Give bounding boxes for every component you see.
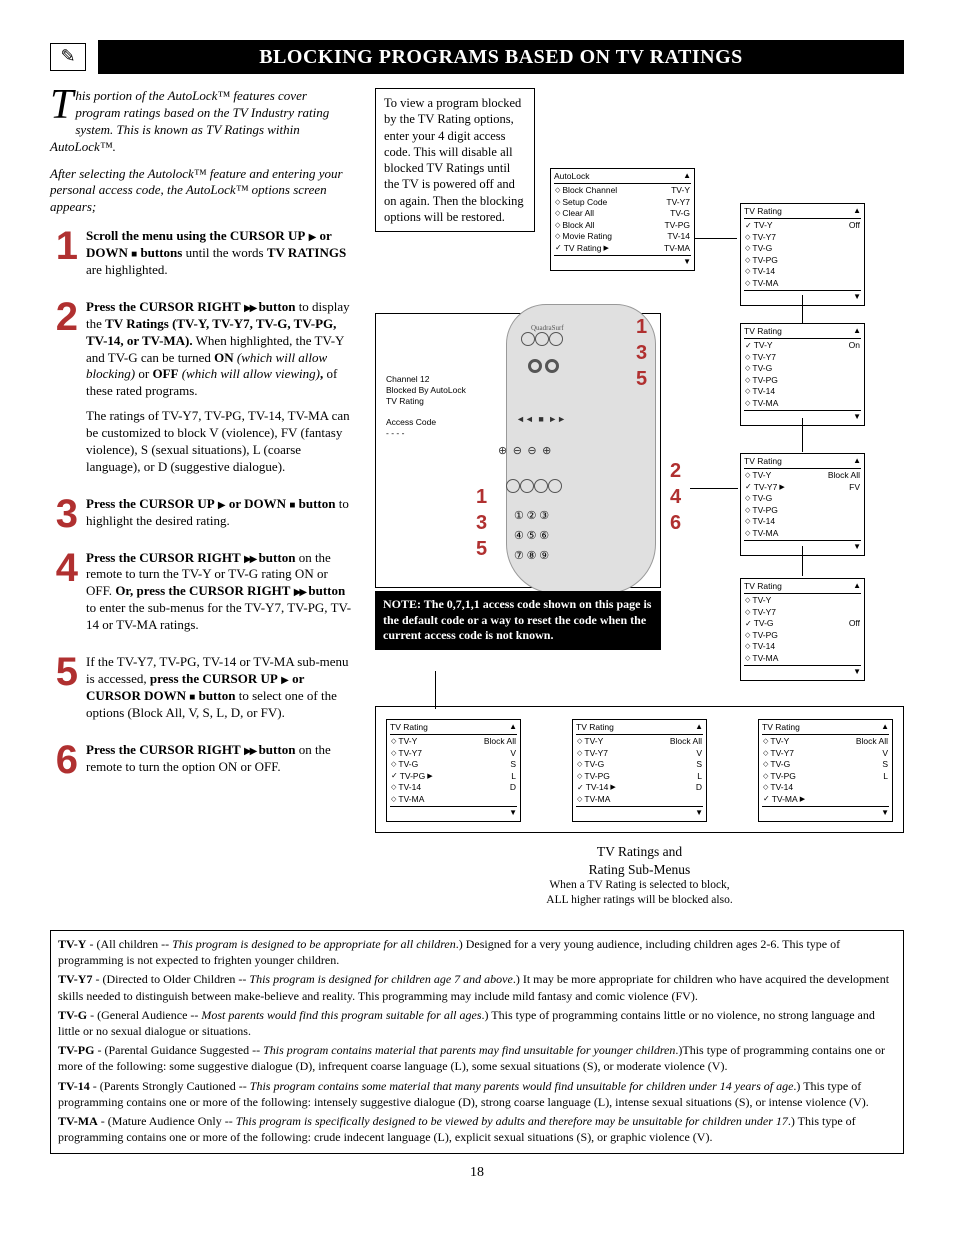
osd-channel: Channel 12 [386,374,466,385]
osd-dashes: - - - - [386,428,466,439]
tv-rating-panel-on: TV Rating▲✓ TV-YOn◇ TV-Y7◇ TV-G◇ TV-PG◇ … [740,323,865,426]
osd-access-code: Access Code [386,417,466,428]
diagram-step-2: 2 [670,458,681,484]
submenu-caption: TV Ratings and Rating Sub-Menus When a T… [375,843,904,908]
step-body: If the TV-Y7, TV-PG, TV-14 or TV-MA sub-… [86,654,355,730]
osd-blocked: Blocked By AutoLock [386,385,466,396]
step-body: Press the CURSOR RIGHT button to display… [86,299,355,484]
tv-rating-panel-off: TV Rating▲✓ TV-YOff◇ TV-Y7◇ TV-G◇ TV-PG◇… [740,203,865,306]
left-column: This portion of the AutoLock™ features c… [50,88,355,908]
diagram-step-3: 3 [476,510,487,536]
osd-rating: TV Rating [386,396,466,407]
note-box: NOTE: The 0,7,1,1 access code shown on t… [375,591,661,650]
page-number: 18 [50,1164,904,1182]
step-body: Press the CURSOR UP or DOWN button to hi… [86,496,355,538]
intro-paragraph: This portion of the AutoLock™ features c… [50,88,355,156]
diagram-step-5: 5 [476,536,487,562]
intro-paragraph-2: After selecting the Autolock™ feature an… [50,166,355,217]
tv-rating-panel-y7: TV Rating▲◇ TV-YBlock All✓ TV-Y7 ▶FV◇ TV… [740,453,865,556]
steps-list: 1Scroll the menu using the CURSOR UP or … [50,228,355,783]
autolock-menu: AutoLock▲ ◇ Block ChannelTV-Y◇ Setup Cod… [550,168,695,271]
header-row: ✎ BLOCKING PROGRAMS BASED ON TV RATINGS [50,40,904,74]
right-column: To view a program blocked by the TV Rati… [375,88,904,908]
step-number: 1 [50,228,78,287]
step-number: 6 [50,742,78,784]
submenu-pg: TV Rating▲◇ TV-YBlock All◇ TV-Y7V◇ TV-GS… [386,719,521,822]
submenu-ma: TV Rating▲◇ TV-YBlock All◇ TV-Y7V◇ TV-GS… [758,719,893,822]
submenu-group: TV Rating▲◇ TV-YBlock All◇ TV-Y7V◇ TV-GS… [375,706,904,833]
page-title: BLOCKING PROGRAMS BASED ON TV RATINGS [98,40,904,74]
ratings-definitions: TV-Y - (All children -- This program is … [50,930,904,1154]
step-number: 3 [50,496,78,538]
tv-rating-panel-g: TV Rating▲◇ TV-Y◇ TV-Y7✓ TV-GOff◇ TV-PG◇… [740,578,865,681]
step-number: 4 [50,550,78,642]
diagram-step-4: 4 [670,484,681,510]
diagram-step-5b: 5 [636,366,647,392]
view-info-box: To view a program blocked by the TV Rati… [375,88,535,232]
step-number: 5 [50,654,78,730]
tv-remote-diagram: Channel 12 Blocked By AutoLock TV Rating… [375,313,661,588]
step-body: Press the CURSOR RIGHT button on the rem… [86,550,355,642]
submenu-14: TV Rating▲◇ TV-YBlock All◇ TV-Y7V◇ TV-GS… [572,719,707,822]
diagram-step-1: 1 [476,484,487,510]
document-icon: ✎ [50,43,86,71]
diagram-step-3b: 3 [636,340,647,366]
step-number: 2 [50,299,78,484]
step-body: Press the CURSOR RIGHT button on the rem… [86,742,355,784]
diagram-step-1b: 1 [636,314,647,340]
diagram-step-6: 6 [670,510,681,536]
step-body: Scroll the menu using the CURSOR UP or D… [86,228,355,287]
